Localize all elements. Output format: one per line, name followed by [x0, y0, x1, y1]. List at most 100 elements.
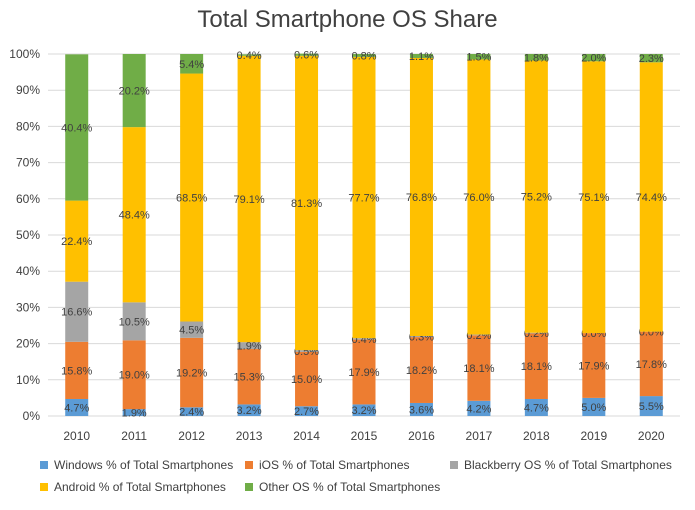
bar-segment: [409, 54, 433, 58]
bar-segment: [467, 334, 491, 336]
bar-segment: [122, 127, 146, 303]
bar-segment: [582, 333, 606, 398]
bar-segment: [237, 404, 261, 416]
data-label: 3.6%: [409, 404, 434, 416]
chart-title: Total Smartphone OS Share: [197, 6, 498, 33]
legend-item: Windows % of Total Smartphones: [40, 458, 245, 472]
data-label: 3.2%: [237, 405, 262, 417]
data-label: 18.1%: [463, 363, 494, 375]
bar-segment: [409, 402, 433, 416]
y-tick-label: 30%: [16, 300, 40, 314]
data-label: 18.2%: [406, 365, 437, 377]
bar-segment: [467, 335, 491, 401]
bar-segment: [180, 73, 204, 322]
y-tick-label: 100%: [9, 47, 40, 61]
data-label: 17.8%: [636, 359, 667, 371]
data-label: 2.3%: [639, 53, 664, 65]
y-tick-label: 80%: [16, 119, 40, 133]
data-label: 10.5%: [119, 316, 150, 328]
bar-segment: [639, 396, 663, 416]
bar-segment: [122, 302, 146, 341]
bar-segment: [65, 200, 89, 282]
data-label: 15.3%: [233, 372, 264, 384]
bar-segment: [524, 332, 548, 334]
data-label: 76.0%: [463, 192, 494, 204]
bar-segment: [639, 54, 663, 63]
data-label: 76.8%: [406, 192, 437, 204]
data-label: 79.1%: [233, 194, 264, 206]
chart-legend: Windows % of Total Smartphones iOS % of T…: [40, 458, 690, 494]
data-label: 75.1%: [578, 192, 609, 204]
bar-segment: [295, 406, 319, 416]
data-label: 17.9%: [578, 361, 609, 373]
bar-segment: [237, 55, 261, 343]
bar-segment: [467, 54, 491, 60]
legend-label: Other OS % of Total Smartphones: [259, 480, 441, 494]
bar-segment: [409, 335, 433, 338]
bar-segment: [180, 407, 204, 416]
data-label: 1.1%: [409, 51, 434, 63]
legend-item: iOS % of Total Smartphones: [245, 458, 450, 472]
legend-item: Blackberry OS % of Total Smartphones: [450, 458, 690, 472]
bar-segment: [524, 60, 548, 333]
bar-segment: [352, 404, 376, 416]
bar-segment: [180, 321, 204, 338]
x-tick-label: 2010: [63, 429, 90, 443]
x-tick-label: 2019: [580, 429, 607, 443]
bar-segment: [295, 55, 319, 351]
bar-segment: [467, 400, 491, 416]
bar-segment: [180, 54, 204, 74]
bar-segment: [295, 53, 319, 56]
data-label: 5.5%: [639, 401, 664, 413]
bar-segment: [180, 337, 204, 408]
x-tick-label: 2018: [523, 429, 550, 443]
bar-segment: [639, 62, 663, 332]
y-tick-label: 90%: [16, 83, 40, 97]
x-tick-label: 2015: [351, 429, 378, 443]
bar-segment: [295, 350, 319, 352]
data-label: 0.8%: [351, 50, 376, 62]
legend-swatch: [40, 483, 48, 491]
bar-segment: [582, 397, 606, 416]
bar-segment: [352, 339, 376, 405]
legend-item: Android % of Total Smartphones: [40, 480, 245, 494]
legend-label: iOS % of Total Smartphones: [259, 458, 410, 472]
x-tick-label: 2017: [466, 429, 493, 443]
legend-swatch: [40, 461, 48, 469]
legend-swatch: [450, 461, 458, 469]
data-label: 4.7%: [64, 402, 89, 414]
bar-segment: [409, 57, 433, 336]
bar-segment: [582, 61, 606, 334]
data-label: 40.4%: [61, 122, 92, 134]
data-label: 1.9%: [122, 408, 147, 420]
data-label: 68.5%: [176, 193, 207, 205]
bar-segment: [639, 331, 663, 397]
bar-segment: [65, 398, 89, 416]
data-label: 1.8%: [524, 52, 549, 64]
data-label: 0.6%: [294, 50, 319, 62]
legend-label: Android % of Total Smartphones: [54, 480, 226, 494]
bar-segment: [122, 54, 146, 128]
data-label: 4.7%: [524, 402, 549, 414]
legend-item: Other OS % of Total Smartphones: [245, 480, 450, 494]
data-label: 22.4%: [61, 236, 92, 248]
legend-label: Blackberry OS % of Total Smartphones: [464, 458, 672, 472]
bar-segment: [409, 337, 433, 403]
legend-label: Windows % of Total Smartphones: [54, 458, 234, 472]
x-tick-label: 2020: [638, 429, 665, 443]
bar-segment: [524, 333, 548, 399]
data-label: 77.7%: [348, 193, 379, 205]
data-label: 5.4%: [179, 59, 204, 71]
bar-segment: [582, 54, 606, 62]
bar-segment: [524, 54, 548, 61]
y-tick-label: 10%: [16, 373, 40, 387]
bar-segment: [237, 342, 261, 350]
data-label: 75.2%: [521, 192, 552, 204]
x-tick-label: 2014: [293, 429, 320, 443]
bar-segment: [122, 340, 146, 410]
data-label: 2.0%: [581, 53, 606, 65]
data-label: 4.5%: [179, 325, 204, 337]
data-label: 3.2%: [351, 405, 376, 417]
bar-segment: [524, 398, 548, 416]
